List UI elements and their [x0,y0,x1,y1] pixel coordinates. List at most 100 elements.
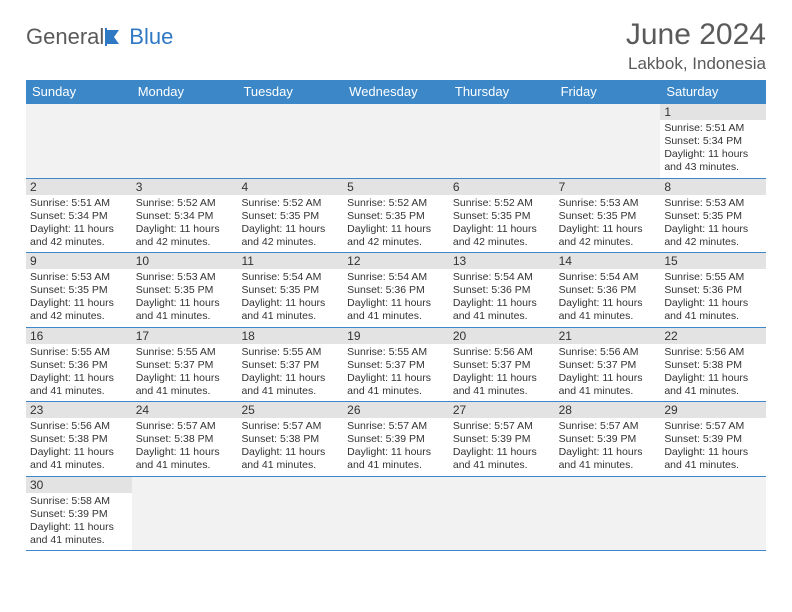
sunrise-text: Sunrise: 5:53 AM [559,197,657,210]
day-number: 10 [132,253,238,269]
day-number: 15 [660,253,766,269]
day-number: 7 [555,179,661,195]
day-cell: Sunrise: 5:55 AMSunset: 5:36 PMDaylight:… [26,344,132,402]
calendar-page: General Blue June 2024 Lakbok, Indonesia… [0,0,792,551]
week-row: Sunrise: 5:58 AMSunset: 5:39 PMDaylight:… [26,493,766,552]
sunset-text: Sunset: 5:35 PM [241,210,339,223]
header: General Blue June 2024 Lakbok, Indonesia [26,18,766,74]
day-cell: Sunrise: 5:54 AMSunset: 5:36 PMDaylight:… [449,269,555,327]
day-number [132,477,238,493]
day-cell [555,120,661,178]
day-cell: Sunrise: 5:51 AMSunset: 5:34 PMDaylight:… [660,120,766,178]
sunset-text: Sunset: 5:37 PM [559,359,657,372]
weekday-header: Monday [132,80,238,104]
weekday-header: Friday [555,80,661,104]
month-title: June 2024 [626,18,766,52]
day-number: 27 [449,402,555,418]
sunrise-text: Sunrise: 5:51 AM [664,122,762,135]
sunrise-text: Sunrise: 5:52 AM [241,197,339,210]
sunrise-text: Sunrise: 5:54 AM [241,271,339,284]
day-number: 12 [343,253,449,269]
daylight-text: Daylight: 11 hours and 41 minutes. [136,446,234,472]
day-cell: Sunrise: 5:55 AMSunset: 5:36 PMDaylight:… [660,269,766,327]
day-cell [555,493,661,551]
day-cell [26,120,132,178]
daylight-text: Daylight: 11 hours and 41 minutes. [664,446,762,472]
day-number: 26 [343,402,449,418]
day-number: 19 [343,328,449,344]
day-cell [132,493,238,551]
brand-logo: General Blue [26,24,173,50]
day-number: 6 [449,179,555,195]
sunrise-text: Sunrise: 5:56 AM [30,420,128,433]
day-number-row: 1 [26,104,766,120]
daylight-text: Daylight: 11 hours and 41 minutes. [559,372,657,398]
day-number: 4 [237,179,343,195]
sunrise-text: Sunrise: 5:56 AM [453,346,551,359]
week-row: Sunrise: 5:55 AMSunset: 5:36 PMDaylight:… [26,344,766,403]
day-cell: Sunrise: 5:52 AMSunset: 5:35 PMDaylight:… [449,195,555,253]
day-number: 14 [555,253,661,269]
day-cell [660,493,766,551]
day-cell: Sunrise: 5:52 AMSunset: 5:35 PMDaylight:… [343,195,449,253]
day-number [343,477,449,493]
day-number: 2 [26,179,132,195]
sunset-text: Sunset: 5:38 PM [664,359,762,372]
day-number-row: 2345678 [26,179,766,195]
day-cell: Sunrise: 5:56 AMSunset: 5:38 PMDaylight:… [660,344,766,402]
day-cell: Sunrise: 5:56 AMSunset: 5:38 PMDaylight:… [26,418,132,476]
daylight-text: Daylight: 11 hours and 41 minutes. [453,372,551,398]
sunset-text: Sunset: 5:39 PM [664,433,762,446]
sunrise-text: Sunrise: 5:54 AM [453,271,551,284]
sunset-text: Sunset: 5:38 PM [136,433,234,446]
daylight-text: Daylight: 11 hours and 41 minutes. [241,297,339,323]
sunset-text: Sunset: 5:39 PM [347,433,445,446]
day-number [237,477,343,493]
day-number [555,477,661,493]
daylight-text: Daylight: 11 hours and 42 minutes. [453,223,551,249]
weekday-header: Sunday [26,80,132,104]
sunset-text: Sunset: 5:37 PM [453,359,551,372]
weekday-header-row: Sunday Monday Tuesday Wednesday Thursday… [26,80,766,104]
sunrise-text: Sunrise: 5:57 AM [664,420,762,433]
day-cell: Sunrise: 5:57 AMSunset: 5:38 PMDaylight:… [237,418,343,476]
week-row: Sunrise: 5:51 AMSunset: 5:34 PMDaylight:… [26,195,766,254]
day-number: 30 [26,477,132,493]
daylight-text: Daylight: 11 hours and 41 minutes. [136,297,234,323]
day-number: 24 [132,402,238,418]
day-cell: Sunrise: 5:57 AMSunset: 5:38 PMDaylight:… [132,418,238,476]
sunset-text: Sunset: 5:39 PM [453,433,551,446]
sunrise-text: Sunrise: 5:52 AM [347,197,445,210]
weeks-container: 1Sunrise: 5:51 AMSunset: 5:34 PMDaylight… [26,104,766,551]
sunset-text: Sunset: 5:35 PM [664,210,762,223]
sunset-text: Sunset: 5:37 PM [241,359,339,372]
sunrise-text: Sunrise: 5:55 AM [30,346,128,359]
day-number: 28 [555,402,661,418]
day-number: 5 [343,179,449,195]
day-cell [343,493,449,551]
day-number: 8 [660,179,766,195]
day-cell: Sunrise: 5:55 AMSunset: 5:37 PMDaylight:… [132,344,238,402]
day-number: 1 [660,104,766,120]
sunset-text: Sunset: 5:36 PM [664,284,762,297]
sunset-text: Sunset: 5:34 PM [136,210,234,223]
week-row: Sunrise: 5:51 AMSunset: 5:34 PMDaylight:… [26,120,766,179]
sunset-text: Sunset: 5:38 PM [30,433,128,446]
day-cell [449,493,555,551]
daylight-text: Daylight: 11 hours and 42 minutes. [136,223,234,249]
location-label: Lakbok, Indonesia [626,54,766,74]
sunrise-text: Sunrise: 5:57 AM [559,420,657,433]
sunset-text: Sunset: 5:37 PM [347,359,445,372]
day-cell: Sunrise: 5:58 AMSunset: 5:39 PMDaylight:… [26,493,132,551]
sunrise-text: Sunrise: 5:51 AM [30,197,128,210]
sunset-text: Sunset: 5:34 PM [30,210,128,223]
sunset-text: Sunset: 5:34 PM [664,135,762,148]
day-cell: Sunrise: 5:52 AMSunset: 5:35 PMDaylight:… [237,195,343,253]
day-number [132,104,238,120]
daylight-text: Daylight: 11 hours and 42 minutes. [30,297,128,323]
day-cell: Sunrise: 5:56 AMSunset: 5:37 PMDaylight:… [449,344,555,402]
day-number: 13 [449,253,555,269]
day-cell: Sunrise: 5:57 AMSunset: 5:39 PMDaylight:… [343,418,449,476]
sunrise-text: Sunrise: 5:52 AM [453,197,551,210]
day-cell: Sunrise: 5:57 AMSunset: 5:39 PMDaylight:… [555,418,661,476]
